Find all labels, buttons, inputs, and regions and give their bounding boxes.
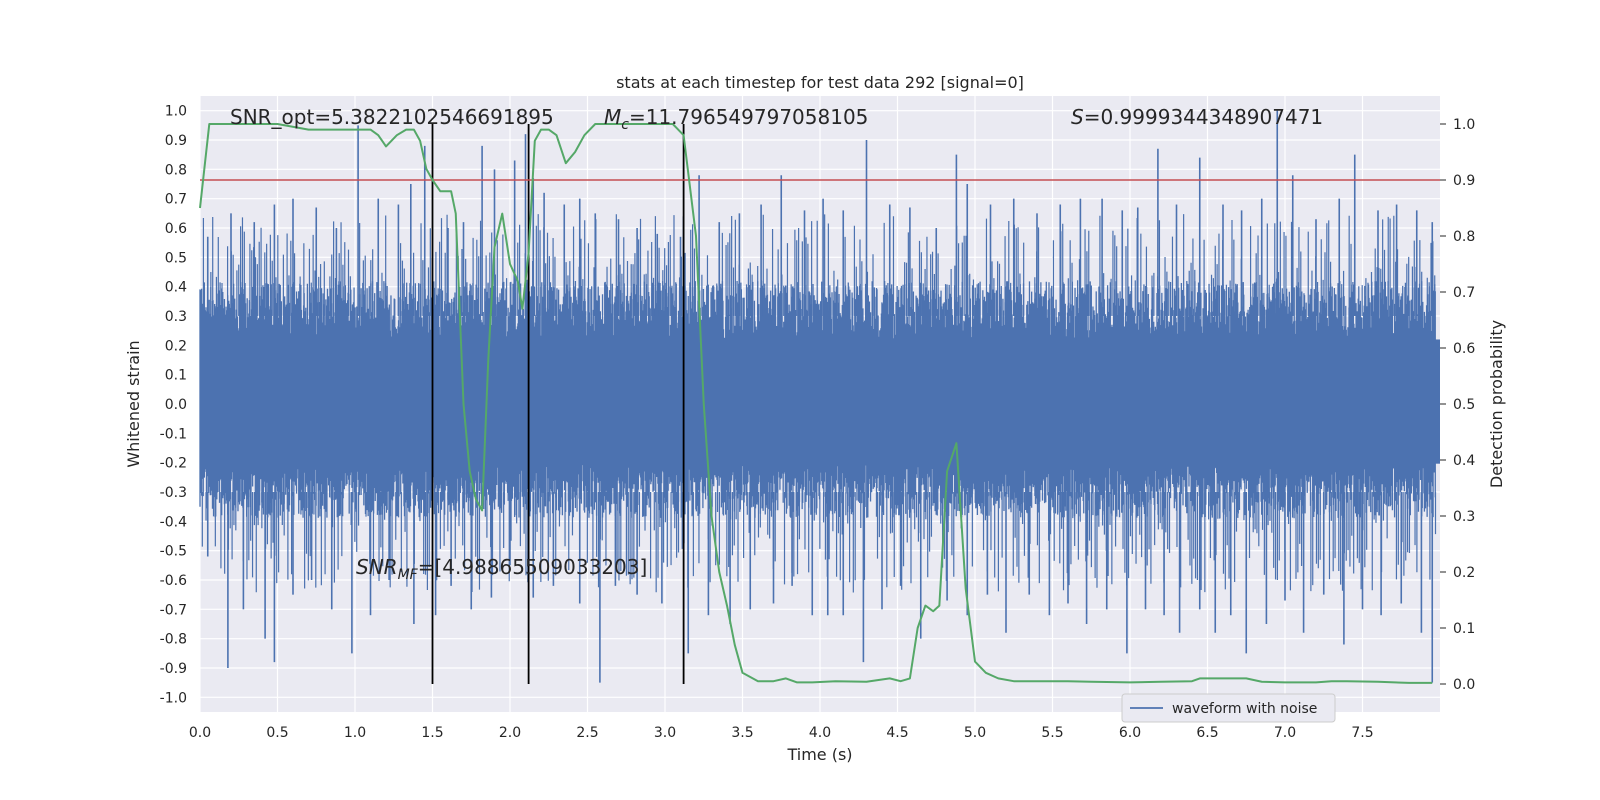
x-tick-label: 5.0: [964, 725, 986, 741]
y-tick-label: -1.0: [160, 690, 187, 706]
y-tick-label: 0.2: [165, 338, 187, 354]
y2-tick-label: 1.0: [1453, 117, 1475, 133]
strain-series: [199, 110, 1440, 683]
y2-tick-label: 0.9: [1453, 173, 1475, 189]
x-tick-label: 4.5: [886, 725, 908, 741]
x-axis-label: Time (s): [786, 745, 852, 764]
annotation-snr-mf-value: =[4.98865509033203]: [418, 555, 648, 579]
y2-tick-label: 0.1: [1453, 621, 1475, 637]
x-tick-label: 7.0: [1274, 725, 1296, 741]
x-tick-label: 5.5: [1041, 725, 1063, 741]
y-tick-label: 0.6: [165, 221, 187, 237]
y-tick-label: 0.7: [165, 192, 187, 208]
x-tick-label: 2.5: [576, 725, 598, 741]
x-tick-labels: 0.0 0.5 1.0 1.5 2.0 2.5 3.0 3.5 4.0 4.5 5.0 5.5 6.0 6…: [189, 725, 1374, 741]
y-tick-label: 0.3: [165, 309, 187, 325]
y-tick-label: -0.6: [160, 573, 187, 589]
y2-tick-labels: 1.0 0.9 0.8 0.7 0.6 0.5 0.4 0.3 0.2 0.1 0.0: [1440, 117, 1475, 693]
x-tick-label: 7.5: [1351, 725, 1373, 741]
y-tick-label: -0.7: [160, 602, 187, 618]
x-tick-label: 0.5: [266, 725, 288, 741]
annotation-mc-symbol: M: [604, 105, 621, 129]
annotation-s-value: =0.9999344348907471: [1084, 105, 1323, 129]
y2-tick-label: 0.7: [1453, 285, 1475, 301]
y-tick-label: -0.3: [160, 485, 187, 501]
x-tick-label: 3.5: [731, 725, 753, 741]
y2-tick-label: 0.2: [1453, 565, 1475, 581]
y2-tick-label: 0.5: [1453, 397, 1475, 413]
y-axis-label: Whitened strain: [124, 340, 143, 467]
annotation-snr-mf: SNRMF=[4.98865509033203]: [356, 555, 647, 583]
y-tick-labels: 1.0 0.9 0.8 0.7 0.6 0.5 0.4 0.3 0.2 0.1 0.0 -0.1 -0.…: [160, 104, 187, 707]
strain-noise: [199, 280, 1436, 518]
probability-line: [199, 123, 1433, 684]
y-tick-label: 0.4: [165, 280, 187, 296]
legend: waveform with noise: [1121, 693, 1336, 723]
y-tick-label: 0.0: [165, 397, 187, 413]
y-tick-label: -0.2: [160, 456, 187, 472]
y2-tick-label: 0.0: [1453, 677, 1475, 693]
y-tick-label: 0.1: [165, 368, 187, 384]
annotation-s-symbol: S: [1071, 105, 1084, 129]
x-tick-label: 1.5: [421, 725, 443, 741]
annotation-mc-value: =11.796549797058105: [629, 105, 868, 129]
annotation-mc-sub: c: [621, 117, 629, 133]
x-tick-label: 4.0: [809, 725, 831, 741]
y2-tick-label: 0.8: [1453, 229, 1475, 245]
annotation-snr-opt: SNR_opt=5.382210254669189​5: [230, 105, 554, 129]
y-tick-label: 0.8: [165, 162, 187, 178]
y2-axis-label: Detection probability: [1487, 320, 1506, 488]
legend-box: [1121, 693, 1336, 723]
annotation-snr-mf-sub: MF: [398, 567, 419, 583]
vertical-lines: [431, 124, 685, 684]
y2-tick-label: 0.6: [1453, 341, 1475, 357]
annotation-mc: Mc=11.796549797058105: [604, 105, 868, 133]
probability-series: [199, 123, 1433, 684]
y-tick-label: 0.5: [165, 250, 187, 266]
y-tick-label: -0.4: [160, 514, 187, 530]
y2-tick-label: 0.4: [1453, 453, 1475, 469]
annotation-s: S=0.9999344348907471: [1071, 105, 1323, 129]
x-tick-label: 3.0: [654, 725, 676, 741]
chart-title: stats at each timestep for test data 292…: [616, 73, 1024, 92]
y-tick-label: -0.1: [160, 426, 187, 442]
y-tick-label: 0.9: [165, 133, 187, 149]
legend-entry: waveform with noise: [1172, 701, 1317, 717]
x-tick-label: 6.0: [1119, 725, 1141, 741]
y-tick-label: -0.8: [160, 632, 187, 648]
y-tick-label: -0.5: [160, 544, 187, 560]
x-tick-label: 6.5: [1196, 725, 1218, 741]
x-tick-label: 2.0: [499, 725, 521, 741]
y-tick-label: 1.0: [165, 104, 187, 120]
y-tick-label: -0.9: [160, 661, 187, 677]
y2-tick-label: 0.3: [1453, 509, 1475, 525]
x-tick-label: 1.0: [344, 725, 366, 741]
x-tick-label: 0.0: [189, 725, 211, 741]
annotation-snr-mf-symbol: SNR: [356, 555, 398, 579]
